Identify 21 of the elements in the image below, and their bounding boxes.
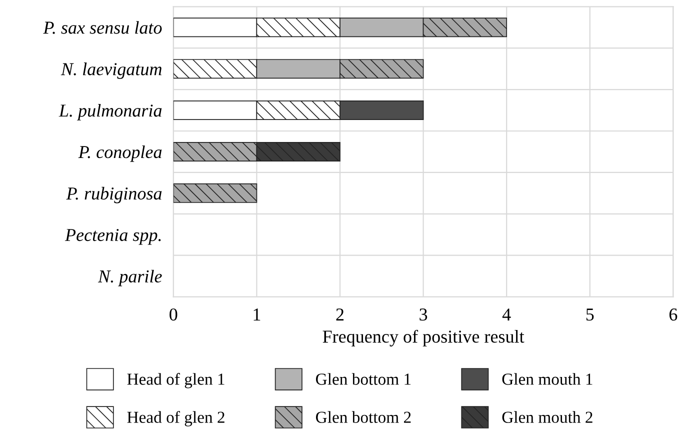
x-tick-label: 0 <box>170 308 178 321</box>
y-tick-label: L. pulmonaria <box>58 104 162 120</box>
legend-label: Head of glen 2 <box>127 411 224 426</box>
y-tick-label: P. sax sensu lato <box>43 21 162 34</box>
legend-label: Glen mouth 1 <box>502 373 592 385</box>
y-tick-label: N. parile <box>98 270 162 286</box>
x-tick-label: 2 <box>336 308 344 320</box>
legend-label: Glen mouth 2 <box>502 411 592 423</box>
legend-label: Head of glen 1 <box>127 372 224 388</box>
legend-label: Glen bottom 1 <box>316 373 411 385</box>
x-axis-title: Frequency of positive result <box>322 330 524 346</box>
x-tick-label: 6 <box>669 308 678 321</box>
x-tick-label: 3 <box>420 308 428 321</box>
x-tick-label: 4 <box>502 308 511 320</box>
y-tick-label: N. laevigatum <box>60 62 162 79</box>
x-tick-label: 1 <box>254 308 260 320</box>
legend-label: Glen bottom 2 <box>316 411 411 423</box>
y-tick-label: P. rubiginosa <box>66 186 162 204</box>
y-tick-label: P. conoplea <box>78 145 162 162</box>
x-tick-label: 5 <box>586 308 594 321</box>
y-tick-label: Pectenia spp. <box>64 228 161 245</box>
